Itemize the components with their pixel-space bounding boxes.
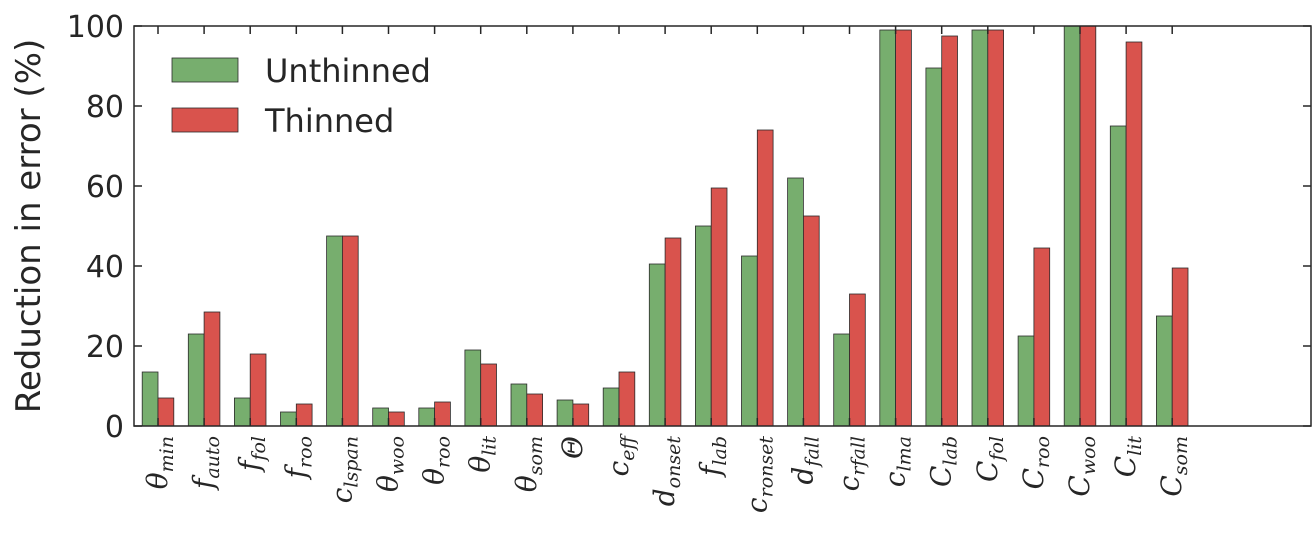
bar-thinned-7 — [480, 363, 497, 427]
x-tick-label-17: Clab — [925, 436, 962, 487]
bar-thinned-6 — [434, 401, 451, 427]
bar-unthinned-1 — [187, 333, 205, 427]
bar-unthinned-14 — [787, 177, 804, 427]
y-tick-label-20: 20 — [86, 330, 124, 365]
bar-thinned-17 — [941, 35, 958, 427]
bar-thinned-2 — [249, 353, 267, 427]
bar-unthinned-5 — [372, 407, 389, 427]
bar-thinned-12 — [710, 187, 728, 427]
bar-thinned-13 — [756, 129, 774, 427]
bar-unthinned-15 — [833, 333, 850, 427]
bar-unthinned-17 — [925, 67, 943, 427]
y-axis-label: Reduction in error (%) — [9, 39, 49, 414]
x-tick-label-5: θwoo — [372, 436, 409, 492]
x-tick-label-22: Csom — [1155, 436, 1192, 497]
bar-thinned-3 — [295, 403, 313, 427]
x-tick-label-20: Cwoo — [1063, 436, 1100, 497]
y-tick-label-100: 100 — [67, 10, 124, 45]
x-tick-label-10: ceff — [602, 432, 639, 476]
x-tick-label-14: dfall — [786, 436, 823, 484]
bar-unthinned-9 — [556, 399, 574, 427]
legend-swatch-thinned — [171, 107, 239, 133]
bar-unthinned-7 — [464, 349, 482, 427]
x-tick-label-12: flab — [694, 436, 731, 478]
bar-thinned-5 — [388, 411, 405, 427]
bar-thinned-8 — [526, 393, 543, 427]
x-tick-label-4: clspan — [325, 436, 362, 503]
bar-thinned-20 — [1079, 25, 1097, 427]
bar-thinned-10 — [618, 371, 636, 427]
bar-unthinned-4 — [326, 235, 343, 427]
bar-thinned-0 — [157, 397, 175, 427]
y-tick-label-40: 40 — [86, 250, 124, 285]
bar-thinned-11 — [664, 237, 682, 427]
bar-unthinned-3 — [280, 411, 297, 427]
bar-unthinned-21 — [1109, 125, 1127, 427]
x-tick-label-16: clma — [879, 436, 916, 487]
bar-unthinned-11 — [648, 263, 666, 427]
bar-thinned-4 — [341, 235, 359, 427]
x-tick-label-2: ffol — [233, 436, 270, 473]
bar-thinned-15 — [849, 293, 866, 427]
x-tick-label-15: crfall — [833, 436, 870, 491]
bar-unthinned-22 — [1156, 315, 1173, 427]
bar-thinned-18 — [987, 29, 1004, 427]
x-tick-label-19: Croo — [1017, 436, 1054, 489]
bar-unthinned-10 — [602, 387, 620, 427]
bar-thinned-14 — [803, 215, 820, 427]
bar-thinned-21 — [1125, 41, 1143, 427]
x-tick-label-8: θsom — [510, 436, 547, 492]
bar-unthinned-12 — [695, 225, 712, 427]
legend-label-unthinned: Unthinned — [265, 52, 431, 90]
x-tick-label-9: Θ — [556, 436, 589, 459]
x-tick-label-18: Cfol — [971, 436, 1008, 482]
x-tick-label-11: donset — [648, 436, 685, 507]
x-tick-label-6: θroo — [418, 436, 455, 485]
bar-thinned-22 — [1171, 267, 1189, 427]
bar-unthinned-6 — [418, 407, 435, 427]
legend-swatch-unthinned — [171, 57, 239, 83]
x-tick-label-13: cronset — [740, 436, 777, 513]
bar-thinned-16 — [895, 29, 912, 427]
x-tick-label-21: Clit — [1109, 436, 1146, 478]
x-tick-label-1: fauto — [187, 436, 224, 491]
bar-unthinned-18 — [971, 29, 989, 427]
x-tick-label-0: θmin — [141, 436, 178, 489]
bar-thinned-19 — [1033, 247, 1051, 427]
bar-thinned-9 — [572, 403, 590, 427]
bar-unthinned-2 — [233, 397, 251, 427]
bar-unthinned-19 — [1017, 335, 1035, 427]
bar-thinned-1 — [203, 311, 221, 427]
y-tick-label-60: 60 — [86, 170, 124, 205]
y-tick-label-0: 0 — [105, 410, 124, 445]
x-tick-label-3: froo — [279, 436, 316, 480]
y-ticks-group: 0 20 40 60 80 100 — [67, 10, 1311, 445]
bar-unthinned-8 — [510, 383, 528, 427]
bar-unthinned-13 — [741, 255, 758, 427]
bar-unthinned-0 — [141, 371, 159, 427]
y-tick-label-80: 80 — [86, 90, 124, 125]
legend-label-thinned: Thinned — [264, 102, 394, 140]
bar-unthinned-16 — [879, 29, 896, 427]
plot-frame — [133, 25, 1312, 427]
legend: Unthinned Thinned — [171, 52, 431, 140]
x-tick-label-7: θlit — [464, 436, 501, 473]
bar-unthinned-20 — [1063, 25, 1081, 427]
